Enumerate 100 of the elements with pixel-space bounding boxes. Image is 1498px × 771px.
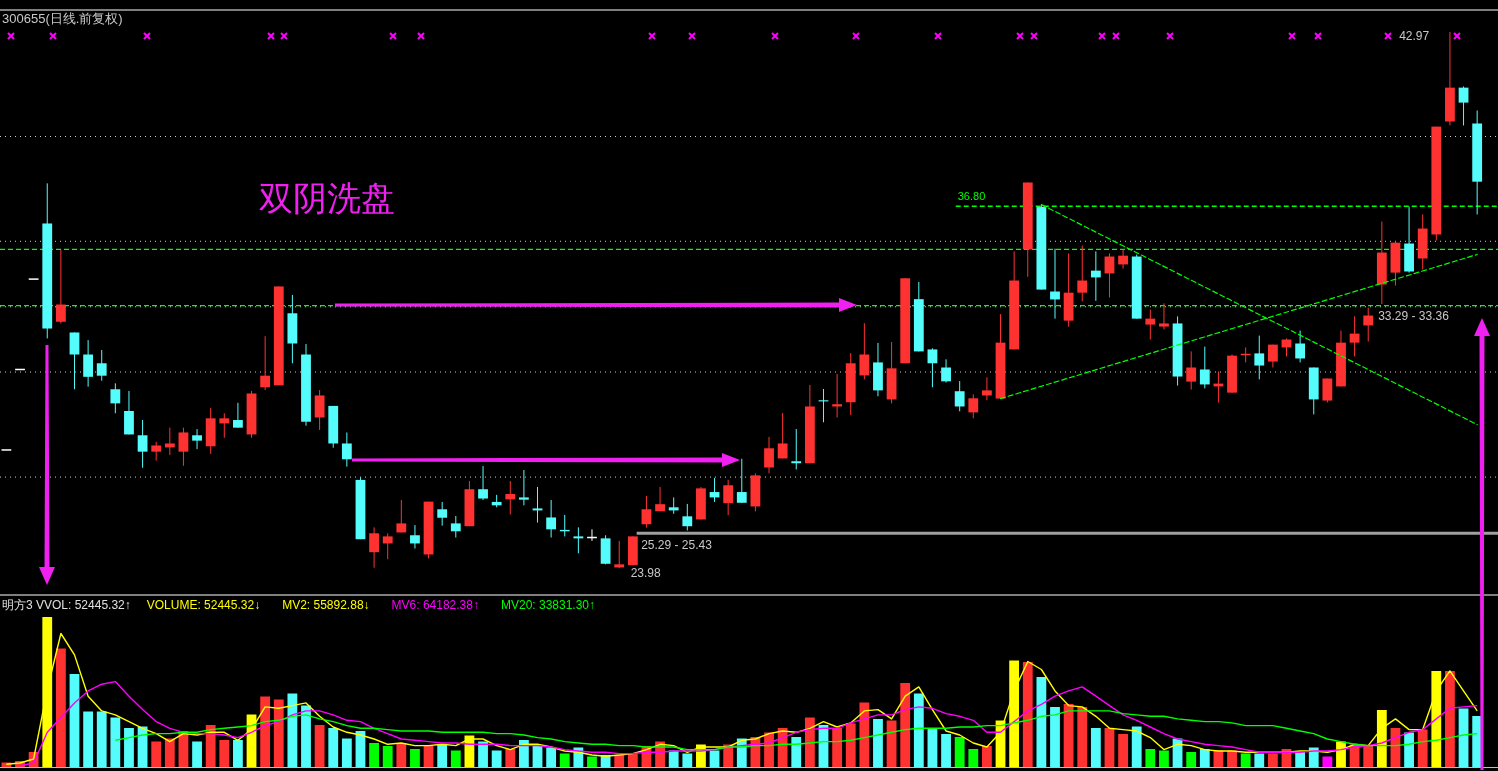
candlestick — [764, 436, 774, 474]
bar — [1104, 728, 1115, 767]
bar — [83, 711, 94, 767]
bar — [1267, 753, 1278, 767]
candlestick — [110, 382, 121, 414]
candlestick — [137, 419, 148, 469]
annotation: 25.29 - 25.43 — [641, 538, 713, 553]
candlestick — [96, 349, 107, 382]
candlestick — [233, 402, 243, 429]
bar — [982, 746, 992, 767]
candlestick — [927, 347, 938, 388]
text: VOLUME: 52445.32↓ — [146, 598, 261, 612]
bar — [124, 728, 134, 767]
bar — [423, 746, 434, 767]
bar — [314, 725, 325, 767]
bar — [478, 741, 488, 767]
candlestick — [832, 373, 843, 418]
bar — [491, 750, 502, 767]
candlestick — [1295, 330, 1306, 363]
candlestick — [1186, 350, 1197, 391]
bar — [1445, 671, 1455, 767]
bar — [341, 738, 352, 767]
candlestick — [192, 428, 202, 450]
bar — [328, 728, 339, 767]
candlestick — [1050, 248, 1060, 320]
candlestick — [859, 322, 870, 380]
candlestick — [124, 390, 134, 435]
candlestick — [723, 479, 734, 516]
candlestick — [1159, 302, 1169, 330]
bar — [532, 746, 543, 767]
bar — [410, 749, 420, 767]
bar — [1050, 707, 1060, 767]
bar — [1295, 752, 1306, 767]
bar — [804, 717, 815, 767]
candlestick — [941, 358, 951, 383]
bar — [900, 683, 911, 767]
bar — [1090, 728, 1101, 767]
bar — [301, 705, 311, 767]
bar — [110, 717, 121, 767]
candlestick — [1458, 86, 1469, 126]
bar — [1363, 746, 1374, 767]
candlestick — [614, 540, 625, 569]
text: MV6: 64182.38↑ — [391, 598, 479, 612]
bar — [450, 750, 461, 767]
bar — [164, 738, 175, 767]
bar — [96, 711, 107, 767]
candlestick — [655, 486, 665, 512]
bar — [369, 743, 379, 767]
candlestick — [410, 524, 420, 550]
bar — [287, 693, 298, 767]
candlestick — [1349, 315, 1360, 357]
candlestick — [1090, 250, 1101, 302]
bar — [382, 746, 393, 767]
candlestick — [151, 441, 162, 462]
candlestick — [178, 427, 189, 467]
candlestick — [982, 376, 992, 401]
candlestick — [641, 495, 652, 529]
bar — [205, 725, 216, 767]
candlestick — [1199, 346, 1210, 389]
bar — [1118, 734, 1128, 767]
bar — [151, 741, 162, 767]
bar — [69, 674, 80, 767]
candlestick — [219, 412, 230, 439]
bar — [1417, 729, 1428, 767]
bar — [845, 723, 856, 767]
bar — [627, 753, 638, 767]
bar — [682, 753, 693, 767]
candlestick — [396, 499, 407, 533]
bar — [927, 728, 938, 767]
bar — [614, 755, 625, 767]
candlestick — [450, 515, 461, 539]
bar — [954, 737, 965, 767]
bar — [233, 740, 243, 767]
candlestick — [341, 431, 352, 468]
candlestick — [478, 465, 488, 501]
bar — [1159, 750, 1169, 767]
bar — [873, 719, 883, 767]
candlestick — [1077, 245, 1088, 302]
bar — [791, 737, 802, 767]
bar — [941, 734, 951, 767]
candlestick — [382, 532, 393, 560]
bar — [1131, 726, 1142, 767]
annotation: 42.97 — [1399, 29, 1430, 43]
candlestick — [682, 503, 693, 531]
bar — [1022, 662, 1033, 767]
annotation: 33.29 - 33.36 — [1378, 309, 1450, 324]
candlestick — [314, 389, 325, 431]
bar — [968, 749, 979, 767]
candlestick — [369, 526, 379, 569]
bar — [559, 753, 570, 767]
bar — [832, 728, 843, 767]
bar — [1199, 749, 1210, 767]
candlestick — [505, 480, 516, 515]
candlestick — [1363, 307, 1374, 343]
bar — [1404, 732, 1414, 767]
candlestick — [1254, 335, 1265, 380]
chart-title: 300655(日线.前复权) — [2, 11, 123, 26]
bar — [260, 696, 271, 767]
text: MV2: 55892.88↓ — [282, 598, 370, 612]
bar — [1240, 753, 1251, 767]
